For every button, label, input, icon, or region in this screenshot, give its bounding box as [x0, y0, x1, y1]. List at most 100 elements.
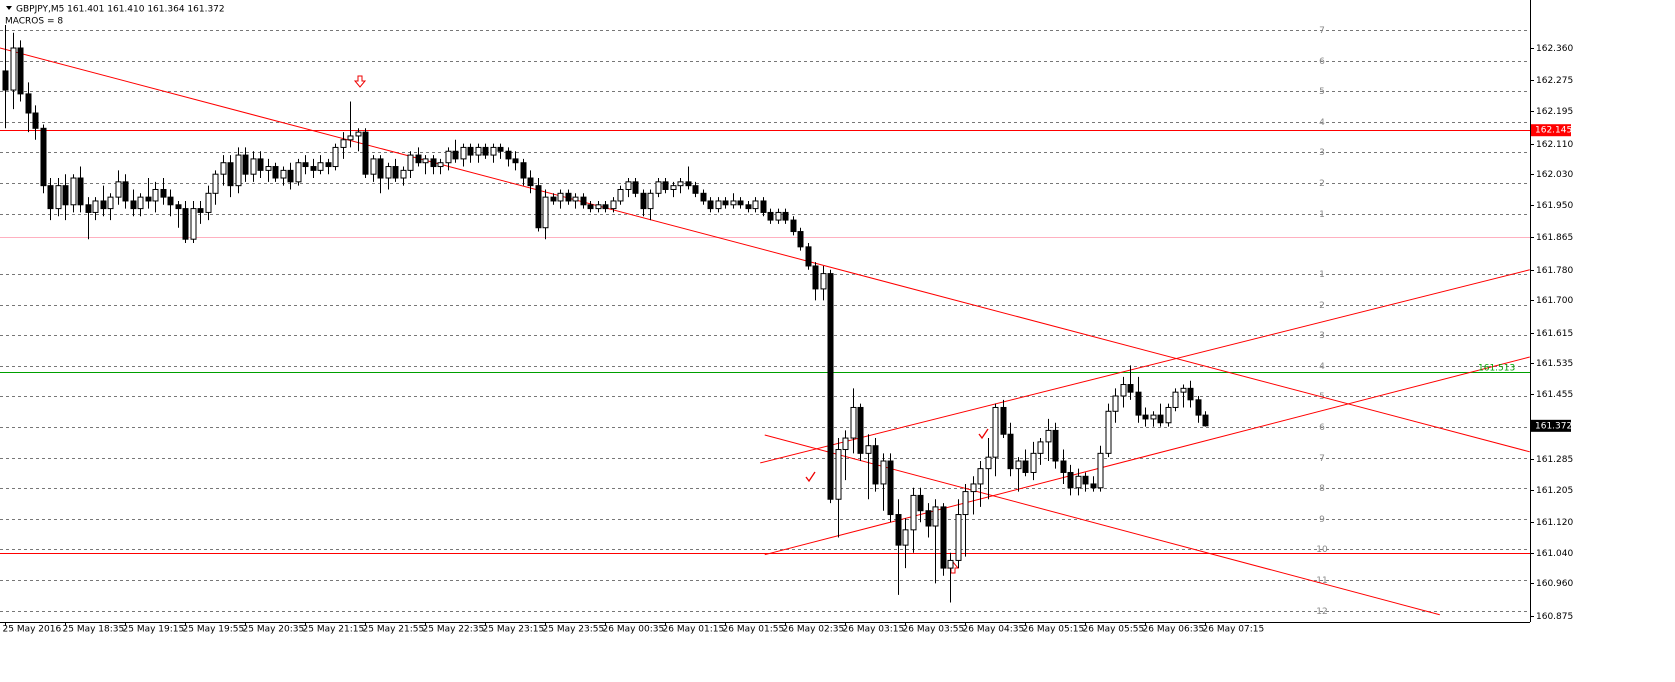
candle-body [2, 70, 9, 91]
candle-body [25, 93, 32, 114]
level-label: 12 [1316, 607, 1327, 617]
candle-body [482, 146, 489, 156]
candle-body [805, 246, 812, 267]
x-tick-label: 26 May 00:35 [603, 625, 665, 635]
x-tick-label: 26 May 05:15 [1023, 625, 1085, 635]
candle-body [662, 181, 669, 190]
candle-body [745, 204, 752, 210]
level-label: 3 [1319, 331, 1325, 341]
x-tick-label: 26 May 01:15 [663, 625, 725, 635]
y-tick-label: 161.120 [1536, 518, 1573, 528]
candle-body [962, 491, 969, 516]
current-price-label: 161.372 [1535, 421, 1572, 431]
candle-body [445, 150, 452, 164]
candle-body [572, 196, 579, 202]
x-tick-label: 25 May 2016 [3, 625, 62, 635]
candle-body [1045, 429, 1052, 443]
candle-body [1195, 399, 1202, 416]
candle-body [475, 146, 482, 156]
candle-body [1022, 460, 1029, 473]
candle-body [655, 181, 662, 194]
y-tick-label: 160.875 [1536, 612, 1573, 622]
candle-body [670, 185, 677, 190]
plot-area: 7654321123456789101112 [0, 26, 1530, 617]
macros-label: MACROS = 8 [5, 17, 63, 27]
candle-body [625, 181, 632, 190]
candle-body [722, 200, 729, 206]
x-tick-label: 26 May 06:35 [1143, 625, 1205, 635]
level-label: 7 [1319, 26, 1325, 36]
candle-body [55, 185, 62, 210]
candle-body [692, 185, 699, 194]
candle-body [280, 169, 287, 179]
x-tick-label: 26 May 05:55 [1083, 625, 1145, 635]
candle-body [40, 127, 47, 187]
candle-body [587, 204, 594, 210]
y-tick-label: 160.960 [1536, 579, 1573, 589]
candle-body [857, 406, 864, 454]
candle-body [310, 166, 317, 171]
candle-body [152, 188, 159, 202]
level-label: 11 [1316, 576, 1327, 586]
candle-body [302, 162, 309, 168]
x-tick-label: 26 May 02:35 [783, 625, 845, 635]
candle-body [197, 208, 204, 213]
candle-body [212, 173, 219, 194]
candle-body [820, 273, 827, 290]
candle-body [355, 131, 362, 137]
candle-body [220, 162, 227, 175]
candle-body [542, 196, 549, 229]
x-tick-label: 26 May 07:15 [1203, 625, 1265, 635]
candle-body [797, 231, 804, 248]
level-label: 2 [1319, 301, 1325, 311]
candle-body [340, 139, 347, 148]
check-mark [805, 471, 816, 483]
candle-body [392, 166, 399, 179]
candle-body [760, 200, 767, 213]
candle-body [272, 166, 279, 179]
candle-body [647, 192, 654, 210]
candle-body [160, 188, 167, 198]
y-tick-label: 162.195 [1536, 107, 1573, 117]
y-tick-label: 161.455 [1536, 390, 1573, 400]
y-tick-label: 161.780 [1536, 266, 1573, 276]
candle-body [422, 158, 429, 164]
y-tick-label: 161.040 [1536, 549, 1573, 559]
candle-body [362, 131, 369, 175]
candle-body [497, 146, 504, 152]
candle-body [707, 200, 714, 210]
x-tick-label: 25 May 21:55 [363, 625, 425, 635]
candle-body [407, 154, 414, 171]
candle-body [565, 192, 572, 202]
candle-body [145, 196, 152, 202]
line-label: 161.513 [1478, 363, 1515, 373]
candle-body [775, 211, 782, 221]
x-tick-label: 26 May 03:15 [843, 625, 905, 635]
candle-body [685, 181, 692, 187]
candle-body [265, 166, 272, 171]
candle-body [317, 162, 324, 171]
level-label: 1 [1319, 270, 1325, 280]
menu-triangle[interactable] [6, 6, 12, 10]
candle-body [332, 146, 339, 168]
candle-body [190, 208, 197, 240]
trend-line [760, 269, 1530, 464]
current-price-box [1531, 419, 1571, 432]
candle-body [827, 273, 834, 500]
candle-body [1007, 433, 1014, 470]
candle-body [1000, 406, 1007, 435]
x-tick-label: 25 May 21:15 [303, 625, 365, 635]
candle-body [1112, 395, 1119, 412]
level-label: 6 [1319, 57, 1325, 67]
candle-body [640, 192, 647, 210]
candle-body [347, 135, 354, 141]
x-tick-label: 25 May 20:35 [243, 625, 305, 635]
candle-body [850, 406, 857, 439]
candle-body [32, 112, 39, 129]
level-label: 6 [1319, 423, 1325, 433]
candle-body [1030, 452, 1037, 473]
candle-body [677, 181, 684, 187]
x-tick-label: 26 May 01:55 [723, 625, 785, 635]
